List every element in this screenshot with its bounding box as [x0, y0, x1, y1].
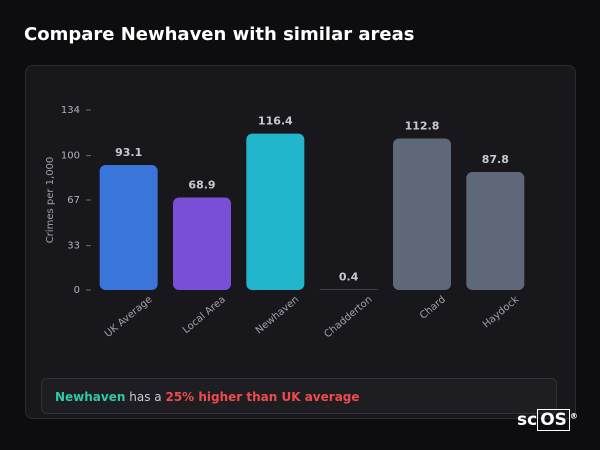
bar: [319, 289, 378, 290]
bar: [99, 164, 158, 290]
x-tick-label: Chard: [418, 294, 448, 322]
logo-mark: ®: [569, 411, 578, 421]
bar: [466, 172, 525, 290]
y-tick-label: 100: [61, 151, 80, 162]
value-label: 116.4: [258, 115, 293, 128]
y-tick-label: 67: [67, 195, 80, 206]
x-tick-label: UK Average: [103, 294, 155, 340]
title: Compare Newhaven with similar areas: [24, 24, 415, 45]
bar: [173, 197, 231, 290]
x-tick-label: Newhaven: [254, 294, 301, 336]
bar: [393, 138, 451, 290]
value-label: 0.4: [339, 270, 359, 283]
value-label: 93.1: [115, 146, 142, 159]
value-label: 112.8: [405, 119, 440, 132]
x-tick-label: Chadderton: [322, 294, 374, 340]
y-tick-label: 0: [74, 285, 80, 296]
logo-prefix: sc: [517, 410, 538, 430]
bar: [246, 133, 305, 290]
summary-highlight: 25% higher than UK average: [165, 390, 360, 404]
summary-text: has a: [129, 390, 162, 404]
y-tick-label: 134: [61, 105, 80, 116]
value-label: 68.9: [188, 178, 215, 191]
y-tick-label: 33: [67, 241, 80, 252]
x-tick-label: Haydock: [481, 294, 521, 330]
logo-boxed: OS: [537, 409, 570, 431]
value-label: 87.8: [482, 153, 509, 166]
x-tick-label: Local Area: [181, 294, 228, 336]
summary-area: Newhaven: [55, 390, 126, 404]
logo: sc OS ®: [517, 409, 578, 431]
y-axis-label: Crimes per 1,000: [45, 157, 56, 244]
summary: Newhaven has a 25% higher than UK averag…: [41, 378, 557, 414]
